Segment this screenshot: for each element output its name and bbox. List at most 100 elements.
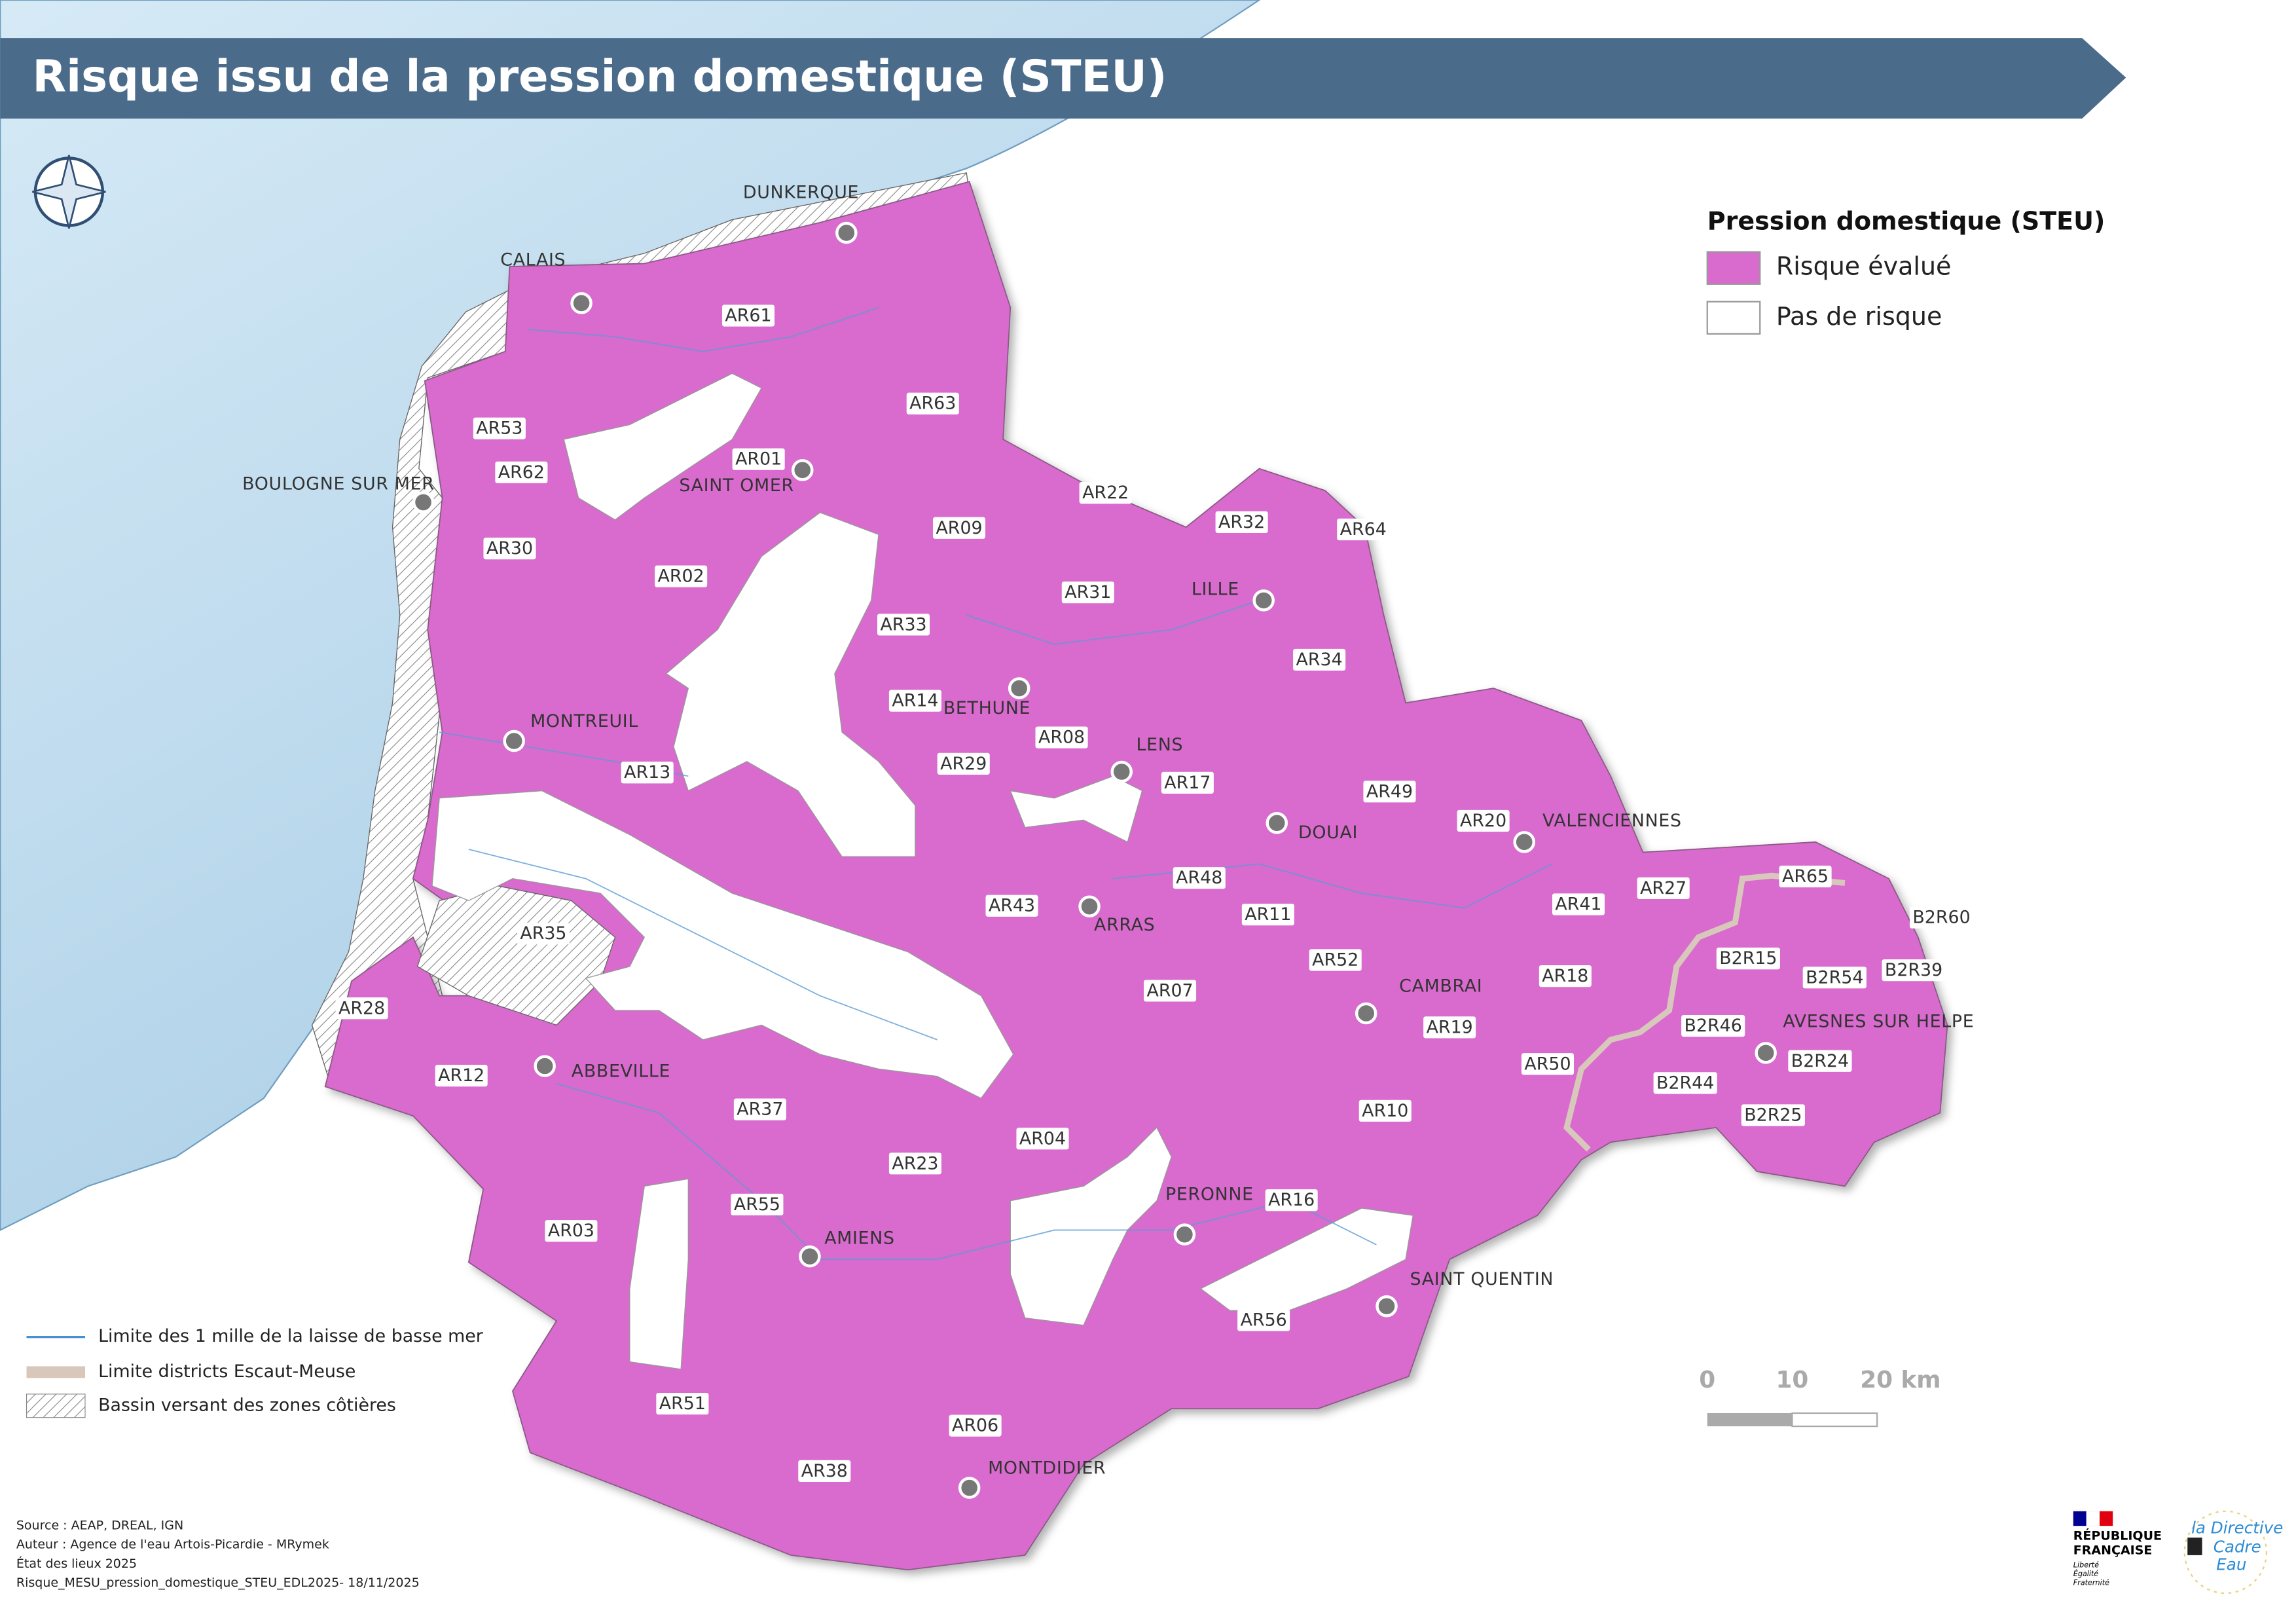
no-risk-area (1010, 1126, 1173, 1326)
no-risk-area (431, 790, 1014, 1099)
zone-label: AR01 (732, 448, 785, 470)
zone-label-text: AR11 (1245, 904, 1291, 925)
city-dot (1110, 760, 1133, 783)
river (556, 1082, 1377, 1261)
zone-label-box (1539, 965, 1592, 987)
zone-label-box (483, 537, 536, 560)
title-banner (0, 38, 2126, 119)
zone-label: AR48 (1173, 867, 1226, 889)
logo-text: Liberté (2073, 1561, 2099, 1570)
logo-dce: la Directive Cadre Eau (2183, 1510, 2283, 1595)
zone-label-box (1909, 906, 1974, 929)
zone-label-box (1309, 949, 1362, 971)
legend-line (26, 1366, 85, 1378)
source-line: État des lieux 2025 (16, 1556, 137, 1571)
zone-label-text: AR27 (1640, 878, 1686, 898)
map-legend-label: Bassin versant des zones côtières (98, 1395, 396, 1415)
zone-label-box (1265, 1189, 1318, 1211)
city-label: CAMBRAI (1399, 976, 1482, 997)
zone-label-text: AR37 (737, 1099, 783, 1120)
zone-label: AR13 (621, 762, 674, 784)
zone-label-box (495, 461, 548, 483)
no-risk-areas (431, 373, 1414, 1370)
zone-label-text: AR65 (1782, 866, 1829, 887)
zone-label-text: B2R44 (1656, 1073, 1714, 1093)
zone-label: AR63 (906, 392, 959, 415)
zone-label-text: AR43 (989, 896, 1035, 916)
zone-label-text: AR50 (1524, 1054, 1571, 1074)
zone-label: AR51 (656, 1392, 709, 1415)
city-dot (1252, 589, 1275, 612)
zone-label: AR16 (1265, 1189, 1318, 1211)
city-label: BOULOGNE SUR MER (242, 474, 434, 494)
zone-label-text: AR29 (940, 754, 987, 774)
city-label: AVESNES SUR HELPE (1783, 1011, 1974, 1031)
no-risk-area (1010, 775, 1143, 843)
zone-label: B2R25 (1741, 1104, 1805, 1126)
zone-label-text: AR17 (1164, 773, 1211, 793)
zone-label-box (906, 392, 959, 415)
zone-label-box (985, 895, 1038, 917)
zone-label: AR04 (1016, 1128, 1069, 1150)
zone-label: AR55 (731, 1193, 784, 1216)
zone-label-text: B2R25 (1744, 1105, 1802, 1126)
zone-label-box (1016, 1128, 1069, 1150)
zone-label-text: AR55 (734, 1194, 780, 1215)
zone-label: AR10 (1358, 1099, 1412, 1122)
zone-label-text: AR33 (880, 614, 926, 635)
zone-label-text: AR28 (338, 998, 385, 1018)
zone-label-text: AR07 (1146, 980, 1193, 1001)
zone-label: AR32 (1215, 511, 1268, 533)
city-label: AMIENS (824, 1228, 895, 1248)
zone-label: B2R60 (1909, 906, 1974, 929)
zone-label: AR43 (985, 895, 1038, 917)
zone-label: AR30 (483, 537, 536, 560)
zone-label: AR37 (733, 1098, 786, 1120)
map-legend-label: Limite des 1 mille de la laisse de basse… (98, 1326, 484, 1346)
compass (32, 155, 106, 229)
zone-label-box (721, 304, 775, 327)
zone-label-box (932, 517, 986, 539)
zone-label-box (621, 762, 674, 784)
city-dot (1173, 1223, 1196, 1246)
scale-label: 10 (1776, 1367, 1809, 1393)
legend-swatch (1706, 301, 1761, 335)
zone-label: AR31 (1061, 581, 1114, 604)
zone-label: AR56 (1237, 1309, 1290, 1331)
zone-label-text: AR34 (1296, 650, 1343, 670)
no-risk-area (665, 511, 916, 857)
logo-text: Cadre (2214, 1538, 2261, 1557)
zone-label: AR22 (1079, 481, 1132, 504)
zone-label-text: B2R39 (1885, 960, 1942, 980)
zone-label: AR14 (888, 690, 941, 712)
zone-label-text: AR10 (1362, 1101, 1408, 1121)
city-label: MONTDIDIER (988, 1458, 1106, 1478)
zone-label-box (1882, 959, 1946, 982)
zone-label: AR12 (435, 1065, 488, 1087)
zone-label: AR38 (798, 1460, 851, 1483)
logo-text: Eau (2216, 1555, 2246, 1574)
zone-label-box (798, 1460, 851, 1483)
city-dot (1755, 1042, 1777, 1064)
zone-label-box (545, 1220, 598, 1242)
city-dot (799, 1245, 821, 1268)
zone-label-text: AR35 (520, 923, 566, 944)
zone-label-text: AR19 (1427, 1017, 1473, 1037)
zone-label: AR29 (937, 752, 990, 775)
city-dot (791, 459, 814, 481)
zone-label-text: AR16 (1268, 1190, 1315, 1210)
zone-label: AR34 (1293, 648, 1346, 671)
zone-label: AR52 (1309, 949, 1362, 971)
zone-label-box (1079, 481, 1132, 504)
zone-label-box (473, 417, 526, 439)
zone-label-text: AR61 (725, 306, 771, 326)
zone-label: B2R46 (1681, 1014, 1745, 1037)
scale-bar (1707, 1412, 1793, 1427)
logo-republique: RÉPUBLIQUE FRANÇAISE Liberté Égalité Fra… (2073, 1511, 2162, 1587)
zone-label: B2R44 (1653, 1072, 1717, 1094)
zone-label-box (888, 690, 941, 712)
river (966, 600, 1260, 645)
zone-label-text: AR09 (936, 518, 982, 538)
zone-label-text: AR31 (1065, 582, 1111, 602)
